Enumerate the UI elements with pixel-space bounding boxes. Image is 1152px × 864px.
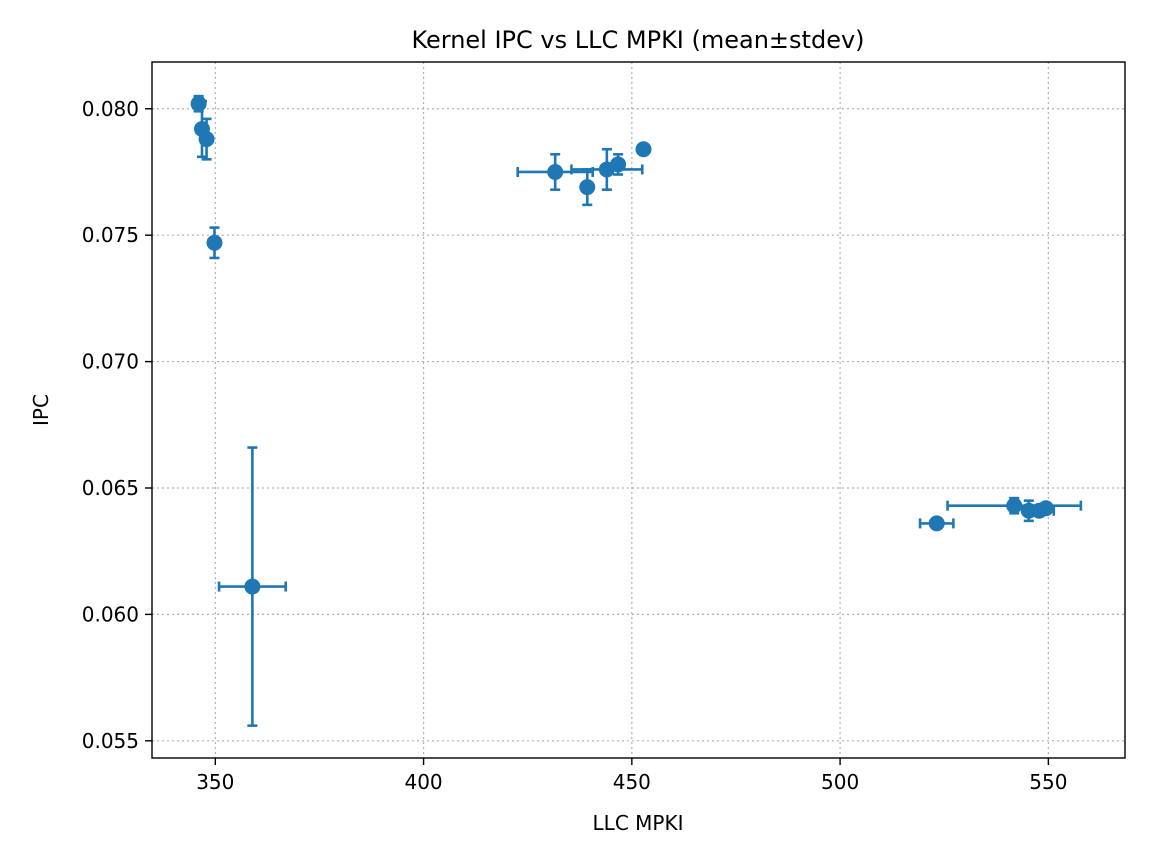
- x-tick-label: 500: [821, 770, 859, 794]
- plot-frame: [151, 61, 1126, 759]
- data-points: [190, 95, 1054, 595]
- data-point: [547, 163, 564, 180]
- y-tick-label: 0.070: [82, 350, 139, 374]
- x-tick-label: 450: [613, 770, 651, 794]
- y-tick-label: 0.075: [82, 223, 139, 247]
- data-point: [198, 131, 215, 148]
- grid-layer: [152, 62, 1125, 758]
- x-tick-label: 550: [1029, 770, 1067, 794]
- y-tick-label: 0.055: [82, 729, 139, 753]
- y-tick-label: 0.065: [82, 476, 139, 500]
- data-point: [610, 156, 627, 173]
- x-axis-label: LLC MPKI: [593, 811, 684, 835]
- chart-title: Kernel IPC vs LLC MPKI (mean±stdev): [411, 26, 864, 54]
- y-axis-label: IPC: [29, 394, 53, 426]
- data-point: [190, 95, 207, 112]
- y-tick-label: 0.080: [82, 97, 139, 121]
- data-point: [579, 179, 596, 196]
- data-point: [244, 578, 261, 595]
- y-tick-label: 0.060: [82, 602, 139, 626]
- data-point: [928, 515, 945, 532]
- axis-ticks: 350 400 450 500 550 0.055 0.060 0.065 0.070 0.075…: [82, 97, 1068, 794]
- x-tick-label: 400: [404, 770, 442, 794]
- data-point: [1037, 500, 1054, 517]
- data-point: [206, 234, 223, 251]
- x-tick-label: 350: [196, 770, 234, 794]
- data-point: [635, 141, 652, 158]
- error-bars: [193, 94, 1083, 727]
- data-point: [1006, 497, 1023, 514]
